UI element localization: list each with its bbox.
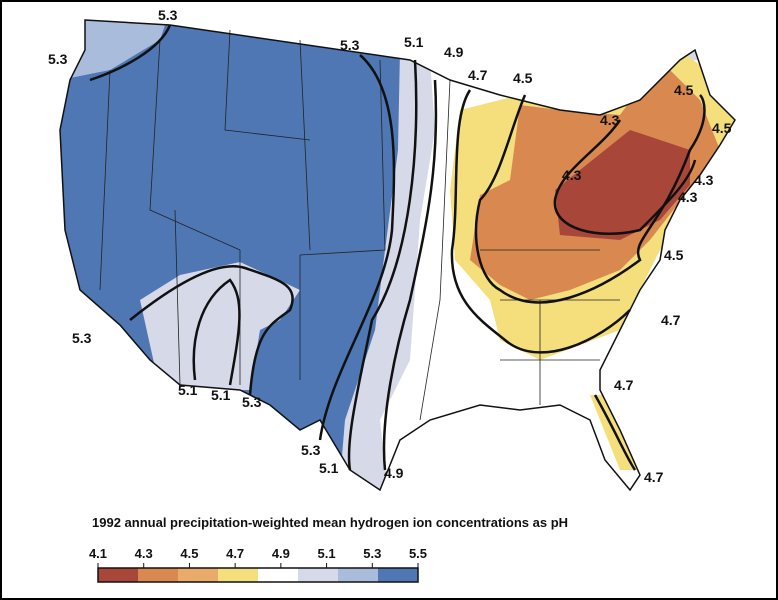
- contour-label: 4.9: [384, 465, 404, 481]
- contour-label: 4.7: [614, 377, 634, 393]
- contour-label: 5.3: [48, 51, 68, 67]
- legend-swatch: [138, 568, 178, 582]
- legend-swatch: [378, 568, 418, 582]
- contour-label: 5.3: [301, 442, 321, 458]
- legend-swatch: [298, 568, 338, 582]
- contour-label: 5.3: [340, 37, 360, 53]
- contour-label: 4.7: [468, 67, 488, 83]
- legend-tick-label: 5.3: [363, 546, 381, 561]
- contour-label: 5.3: [72, 330, 92, 346]
- legend-tick-label: 5.1: [318, 546, 336, 561]
- legend-border: [97, 567, 419, 583]
- legend-swatch: [258, 568, 298, 582]
- legend-swatch: [338, 568, 378, 582]
- contour-label: 4.5: [712, 120, 732, 136]
- contour-label: 4.7: [644, 469, 664, 485]
- legend-swatch: [178, 568, 218, 582]
- contour-label: 4.3: [562, 167, 582, 183]
- legend: 4.1 4.3 4.5 4.7 4.9 5.1 5.3 5.5: [89, 546, 427, 583]
- contour-label: 4.3: [694, 172, 714, 188]
- contour-label: 5.1: [319, 460, 339, 476]
- contour-label: 5.3: [242, 394, 262, 410]
- contour-label: 4.7: [661, 312, 681, 328]
- legend-tick-label: 4.5: [180, 546, 198, 561]
- contour-label: 5.1: [178, 382, 198, 398]
- legend-tick-label: 4.3: [135, 546, 153, 561]
- legend-tick-label: 4.9: [272, 546, 290, 561]
- caption: 1992 annual precipitation-weighted mean …: [92, 515, 568, 530]
- legend-tick-label: 4.7: [226, 546, 244, 561]
- contour-labels: 5.3 5.3 5.3 5.1 4.9 4.7 4.5 4.5 4.3 4.5 …: [48, 7, 732, 485]
- legend-tick-label: 5.5: [409, 546, 427, 561]
- legend-tick-label: 4.1: [89, 546, 107, 561]
- legend-swatch: [218, 568, 258, 582]
- contour-label: 5.3: [158, 7, 178, 23]
- contour-label: 4.3: [600, 112, 620, 128]
- contour-label: 4.5: [674, 82, 694, 98]
- contour-label: 4.3: [678, 189, 698, 205]
- contour-label: 4.9: [444, 44, 464, 60]
- contour-label: 4.5: [664, 247, 684, 263]
- legend-swatch: [98, 568, 138, 582]
- contour-label: 5.1: [404, 34, 424, 50]
- contour-label: 4.5: [513, 70, 533, 86]
- contours: [89, 24, 706, 471]
- contour-label: 5.1: [211, 387, 231, 403]
